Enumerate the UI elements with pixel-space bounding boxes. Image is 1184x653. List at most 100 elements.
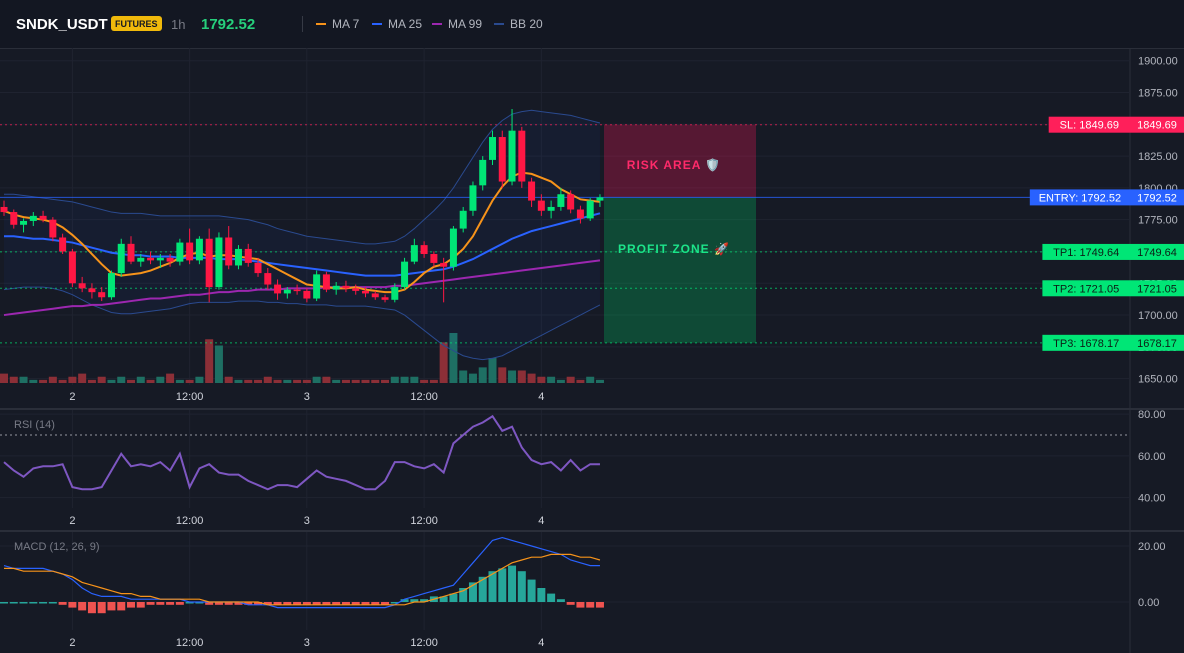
symbol-name[interactable]: SNDK_USDT — [16, 15, 108, 33]
macd-histogram-bar — [371, 602, 380, 605]
volume-bar — [439, 342, 448, 383]
volume-bar — [136, 376, 145, 383]
macd-histogram-bar — [78, 602, 87, 611]
candle-body — [107, 273, 115, 298]
bollinger-upper-line — [4, 109, 601, 245]
volume-bar — [566, 376, 575, 383]
candle-body — [244, 248, 252, 263]
risk-area-label: RISK AREA 🛡️ — [627, 158, 721, 172]
macd-title: MACD (12, 26, 9) — [14, 541, 100, 553]
candle-body — [254, 262, 262, 274]
entry-badge-label: ENTRY: 1792.52 — [1039, 192, 1121, 204]
bollinger-lower-line — [3, 286, 601, 361]
macd-histogram-bar — [195, 602, 204, 604]
price-x-label: 4 — [538, 391, 544, 403]
volume-bar — [332, 379, 341, 383]
legend-ma25[interactable]: MA 25 — [372, 0, 422, 48]
volume-bar — [107, 379, 116, 383]
macd-histogram-bar — [185, 602, 194, 604]
candle-body — [10, 212, 18, 225]
macd-histogram-bar — [332, 602, 341, 605]
take-profit-1-axis-price-label: 1749.64 — [1137, 247, 1177, 259]
legend-bb20[interactable]: BB 20 — [494, 0, 543, 48]
candle-body — [381, 297, 389, 300]
take-profit-3-axis-price-label: 1678.17 — [1137, 338, 1177, 350]
take-profit-1-badge-label: TP1: 1749.64 — [1053, 247, 1119, 259]
price-x-label: 2 — [69, 391, 75, 403]
macd-signal-line — [4, 553, 601, 606]
candle-body — [342, 285, 350, 289]
candle-body — [371, 293, 379, 298]
candle-body — [137, 257, 145, 262]
legend-bb20-label: BB 20 — [510, 17, 543, 31]
macd-line — [3, 536, 600, 609]
candle-body — [518, 130, 526, 182]
candle-body — [127, 243, 135, 262]
volume-bar — [576, 379, 585, 383]
volume-bar — [293, 379, 302, 383]
price-tick-label: 1775.00 — [1138, 215, 1178, 227]
volume-bar — [586, 376, 595, 383]
volume-bar — [234, 379, 243, 383]
legend-ma99[interactable]: MA 99 — [432, 0, 482, 48]
rsi-title: RSI (14) — [14, 419, 55, 431]
macd-histogram-bar — [48, 602, 57, 604]
macd-histogram-bar — [468, 582, 477, 602]
ma99-line — [3, 259, 601, 317]
macd-histogram-bar — [273, 602, 282, 605]
volume-bar — [517, 370, 526, 383]
profit-zone-label: PROFIT ZONE 🚀 — [618, 242, 730, 256]
candle-body — [166, 257, 174, 262]
macd-x-label: 12:00 — [410, 637, 438, 649]
legend-ma7[interactable]: MA 7 — [316, 0, 359, 48]
volume-bar — [185, 379, 194, 383]
macd-histogram-bar — [9, 602, 18, 604]
candle-body — [596, 197, 604, 201]
candle-body — [215, 237, 223, 288]
rsi-x-label: 3 — [304, 515, 310, 527]
candle-body — [68, 251, 76, 284]
volume-bar — [371, 379, 380, 383]
timeframe-selector[interactable]: 1h — [171, 16, 186, 32]
rsi-tick-label: 80.00 — [1138, 409, 1166, 421]
futures-badge: FUTURES — [111, 16, 162, 31]
stop-loss-axis-price — [1130, 116, 1184, 133]
macd-histogram-bar — [58, 602, 67, 605]
legend-ma7-swatch — [316, 23, 326, 25]
volume-bar — [127, 379, 136, 383]
rsi-x-label: 12:00 — [176, 515, 204, 527]
macd-histogram-bar — [322, 602, 331, 605]
candle-body — [410, 245, 418, 262]
macd-histogram-bar — [283, 602, 292, 605]
macd-histogram-bar — [254, 602, 263, 605]
candle-body — [420, 245, 428, 255]
candle-body — [528, 181, 536, 201]
volume-bar — [254, 379, 263, 383]
volume-bar — [390, 376, 399, 383]
header-divider — [302, 16, 303, 32]
macd-histogram-bar — [136, 602, 145, 608]
profit-zone — [604, 197, 756, 343]
candle-body — [489, 137, 496, 160]
price-x-label: 3 — [304, 391, 310, 403]
volume-bar — [224, 376, 233, 383]
macd-histogram-bar — [175, 602, 184, 605]
volume-bar — [29, 379, 38, 383]
volume-bar — [146, 379, 155, 383]
macd-histogram-bar — [302, 602, 311, 605]
stop-loss-badge-label: SL: 1849.69 — [1060, 120, 1119, 132]
macd-histogram-bar — [381, 602, 390, 605]
macd-histogram-bar — [205, 602, 214, 605]
volume-bar — [381, 379, 390, 383]
candle-body — [293, 289, 301, 292]
volume-bar — [537, 376, 546, 383]
macd-histogram-bar — [0, 602, 8, 604]
price-chart[interactable]: 1650.001675.001700.001725.001750.001775.… — [0, 48, 1184, 653]
volume-bar — [195, 376, 204, 383]
macd-histogram-bar — [68, 602, 77, 608]
price-tick-label: 1650.00 — [1138, 374, 1178, 386]
macd-histogram-bar — [312, 602, 321, 605]
volume-bar — [283, 379, 292, 383]
volume-bar — [429, 379, 438, 383]
take-profit-1-badge — [1042, 243, 1130, 260]
